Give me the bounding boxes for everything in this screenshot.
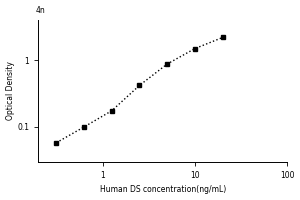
X-axis label: Human DS concentration(ng/mL): Human DS concentration(ng/mL) [100, 185, 226, 194]
Y-axis label: Optical Density: Optical Density [6, 62, 15, 120]
Text: 4n: 4n [36, 6, 45, 15]
